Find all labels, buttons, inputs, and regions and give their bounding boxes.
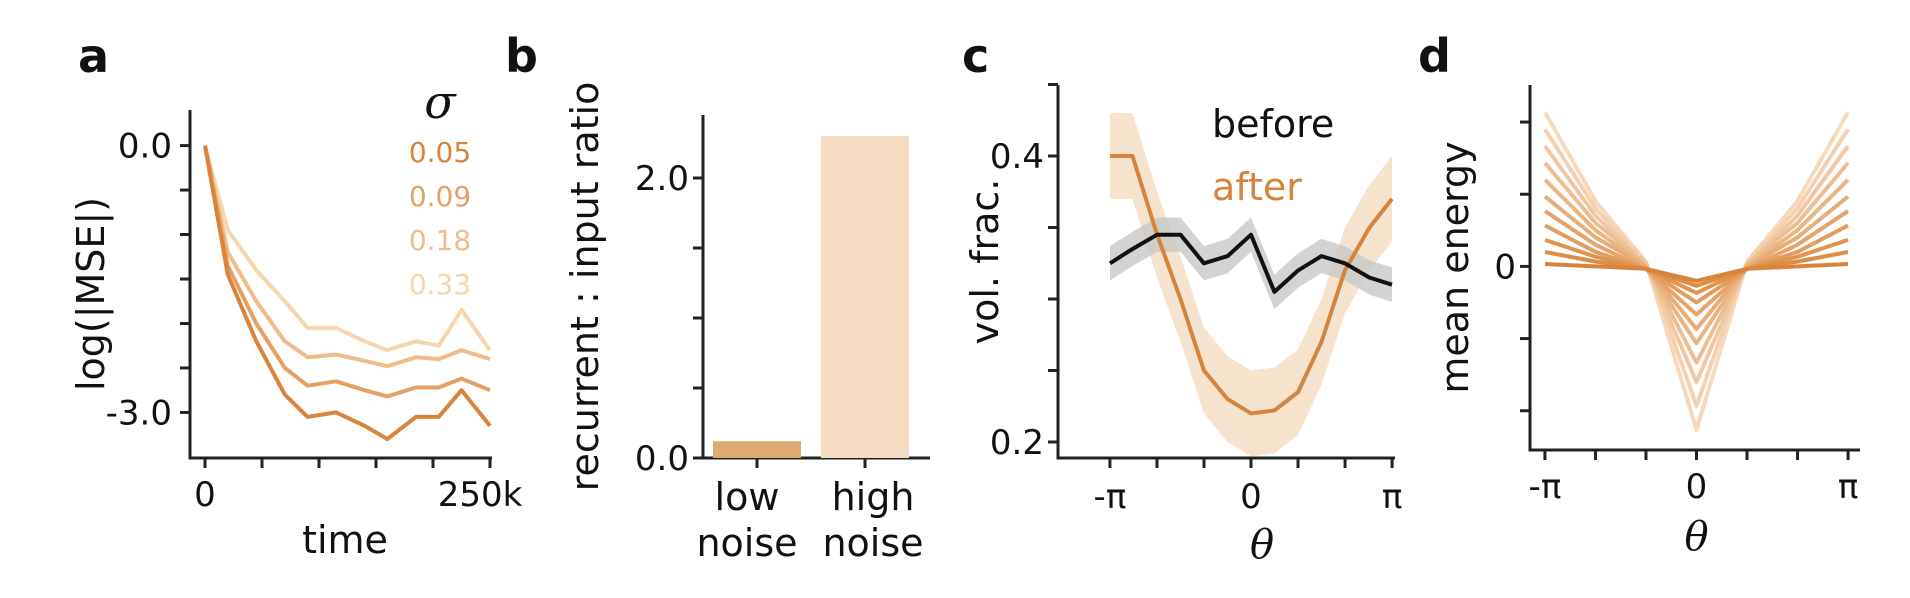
xtick-label-d: π — [1838, 467, 1858, 507]
legend-entry-c: before — [1212, 102, 1334, 146]
ylabel-b: recurrent : input ratio — [563, 82, 607, 492]
series-line-a — [203, 145, 491, 369]
xtick-label-a: 250k — [438, 475, 523, 515]
ytick-label-b: 0.0 — [635, 439, 689, 479]
legend-entry-c: after — [1212, 165, 1302, 209]
xtick-label-c: 0 — [1240, 477, 1262, 517]
xlabel-c: θ — [1250, 522, 1274, 568]
panel-a: 0.0 -3.0 0 250k time log(|MSE|) σ 0.05 0.09 0.18 0… — [69, 75, 523, 562]
series-line-d — [1544, 250, 1849, 288]
xlabel-d: θ — [1684, 514, 1708, 560]
axis-a — [188, 110, 492, 460]
panel-label-a: a — [78, 29, 109, 83]
series-line-d — [1543, 128, 1850, 408]
xlabel-a: time — [302, 518, 388, 562]
series-line-d — [1543, 178, 1850, 346]
axis-c — [1056, 85, 1395, 460]
bar-b — [821, 136, 909, 458]
legend-entry-a: 0.18 — [409, 224, 471, 257]
legend-entry-a: 0.09 — [409, 180, 471, 213]
series-line-d — [1543, 144, 1850, 384]
ytick-label-c: 0.4 — [990, 137, 1044, 177]
band-c — [1110, 217, 1392, 309]
axis-d — [1528, 85, 1860, 452]
bar-b — [713, 441, 801, 458]
panel-label-d: d — [1418, 29, 1451, 83]
ylabel-c: vol. frac. — [963, 179, 1007, 345]
ylabel-d: mean energy — [1433, 141, 1477, 393]
panel-label-b: b — [505, 29, 538, 83]
panel-d: 0 -π 0 π θ mean energy — [1433, 85, 1860, 560]
xtick-label-b: high — [832, 475, 915, 519]
ytick-label-d: 0 — [1494, 247, 1516, 287]
xtick-label-a: 0 — [194, 475, 216, 515]
xtick-label-c: -π — [1094, 477, 1127, 517]
series-line-d — [1543, 195, 1850, 331]
xtick-label-b: noise — [696, 521, 797, 565]
series-line-a — [203, 145, 492, 442]
ytick-label-a: 0.0 — [118, 127, 172, 167]
panel-label-c: c — [962, 29, 989, 83]
series-line-a — [203, 145, 491, 399]
ytick-label-b: 2.0 — [635, 159, 689, 199]
xtick-label-b: low — [715, 475, 780, 519]
ytick-label-a: -3.0 — [106, 393, 172, 433]
legend-entry-a: 0.33 — [409, 268, 471, 301]
ylabel-a: log(|MSE|) — [69, 197, 114, 391]
series-line-d — [1543, 111, 1850, 432]
band-c — [1110, 113, 1392, 457]
series-line-d — [1544, 223, 1849, 305]
series-line-a — [203, 145, 492, 353]
series-line-d — [1543, 161, 1850, 365]
legend-title-a: σ — [424, 75, 457, 129]
series-line-d — [1543, 209, 1850, 317]
series-line-d — [1544, 238, 1849, 295]
xtick-label-d: 0 — [1686, 467, 1708, 507]
xtick-label-b: noise — [822, 521, 923, 565]
ytick-label-c: 0.2 — [990, 423, 1044, 463]
series-line-c — [1108, 232, 1393, 294]
xtick-label-d: -π — [1529, 467, 1562, 507]
legend-entry-a: 0.05 — [409, 136, 471, 169]
xtick-label-c: π — [1382, 477, 1402, 517]
series-line-d — [1544, 262, 1849, 283]
panel-c: 0.4 0.2 -π 0 π θ vol. frac. before after — [963, 83, 1402, 568]
